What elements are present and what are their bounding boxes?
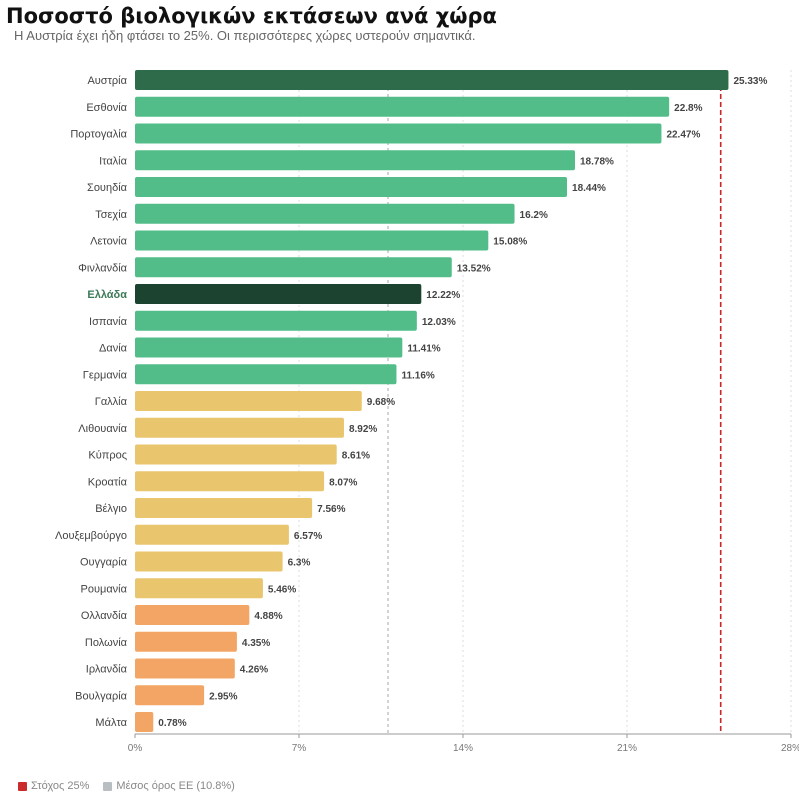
bar [135, 524, 289, 545]
bar [135, 150, 575, 171]
category-label: Γαλλία [95, 396, 128, 408]
x-tick-label: 14% [453, 743, 473, 754]
category-label: Βέλγιο [95, 503, 127, 515]
category-label: Λουξεμβούργο [55, 530, 127, 542]
category-label: Ιταλία [99, 155, 128, 167]
category-label: Κροατία [88, 476, 128, 488]
value-label: 4.35% [242, 638, 270, 649]
category-label: Αυστρία [87, 75, 127, 87]
bar [135, 310, 417, 331]
value-label: 16.2% [520, 210, 548, 221]
legend-swatch-average [103, 781, 113, 791]
value-label: 9.68% [367, 397, 395, 408]
bar [135, 417, 344, 438]
category-label: Εσθονία [86, 102, 127, 114]
legend-item-average: Μέσος όρος ΕΕ (10.8%) [103, 780, 235, 792]
value-label: 8.07% [329, 477, 357, 488]
value-label: 12.03% [422, 317, 456, 328]
value-label: 6.3% [288, 558, 311, 569]
value-label: 18.44% [572, 183, 606, 194]
bar [135, 685, 205, 706]
bar [135, 177, 568, 197]
bar [135, 123, 662, 144]
legend-label-target: Στόχος 25% [31, 780, 90, 792]
bar [135, 96, 670, 117]
bar [135, 203, 515, 224]
value-label: 15.08% [493, 237, 527, 248]
bar [135, 284, 422, 304]
category-label: Γερμανία [83, 369, 128, 381]
bar [135, 364, 397, 385]
value-label: 4.88% [254, 611, 282, 622]
legend-label-average: Μέσος όρος ΕΕ (10.8%) [116, 780, 235, 792]
category-label: Ισπανία [89, 316, 128, 328]
value-label: 0.78% [158, 718, 186, 729]
category-label: Πορτογαλία [70, 129, 127, 141]
bar [135, 712, 154, 732]
value-label: 5.46% [268, 584, 296, 595]
value-label: 13.52% [457, 263, 491, 274]
category-label: Μάλτα [95, 717, 127, 729]
category-label: Ρουμανία [81, 583, 128, 595]
value-label: 4.26% [240, 665, 268, 676]
value-label: 8.92% [349, 424, 377, 435]
bar [135, 605, 250, 625]
legend-swatch-target [18, 781, 27, 791]
value-label: 25.33% [733, 76, 767, 87]
x-tick-label: 28% [781, 743, 799, 754]
category-label: Βουλγαρία [75, 690, 128, 702]
x-tick-label: 21% [617, 743, 637, 754]
value-label: 11.16% [401, 370, 434, 381]
x-tick-label: 0% [128, 743, 143, 754]
category-label: Κύπρος [88, 450, 127, 462]
category-label: Σουηδία [87, 182, 128, 194]
category-label: Λετονία [90, 236, 128, 248]
value-label: 7.56% [317, 504, 345, 515]
value-label: 8.61% [342, 451, 370, 462]
value-label: 11.41% [407, 344, 440, 355]
category-label: Ουγγαρία [80, 557, 128, 569]
bar [135, 498, 313, 518]
bar [135, 471, 325, 492]
category-label: Πολωνία [85, 637, 128, 649]
bar [135, 230, 489, 251]
value-label: 2.95% [209, 691, 237, 702]
value-label: 6.57% [294, 531, 322, 542]
bar [135, 70, 729, 90]
category-label: Λιθουανία [78, 423, 127, 435]
bar [135, 658, 235, 679]
category-label: Φινλανδία [78, 262, 127, 274]
chart-subtitle: Η Αυστρία έχει ήδη φτάσει το 25%. Οι περ… [14, 28, 476, 43]
bar [135, 391, 362, 411]
x-tick-label: 7% [292, 743, 307, 754]
bar [135, 578, 263, 599]
bar [135, 257, 452, 278]
category-label: Ολλανδία [81, 610, 128, 622]
value-label: 18.78% [580, 156, 614, 167]
category-label: Δανία [99, 343, 128, 355]
bar [135, 631, 237, 652]
bar [135, 337, 403, 358]
category-label: Τσεχία [95, 209, 127, 221]
category-label: Ελλάδα [87, 289, 127, 301]
bar [135, 551, 283, 572]
category-label: Ιρλανδία [86, 664, 128, 676]
value-label: 22.47% [666, 130, 700, 141]
value-label: 12.22% [426, 290, 460, 301]
value-label: 22.8% [674, 103, 702, 114]
legend: Στόχος 25% Μέσος όρος ΕΕ (10.8%) [18, 780, 235, 792]
chart-title: Ποσοστό βιολογικών εκτάσεων ανά χώρα [6, 4, 497, 28]
legend-item-target: Στόχος 25% [18, 780, 89, 792]
bar [135, 444, 337, 465]
